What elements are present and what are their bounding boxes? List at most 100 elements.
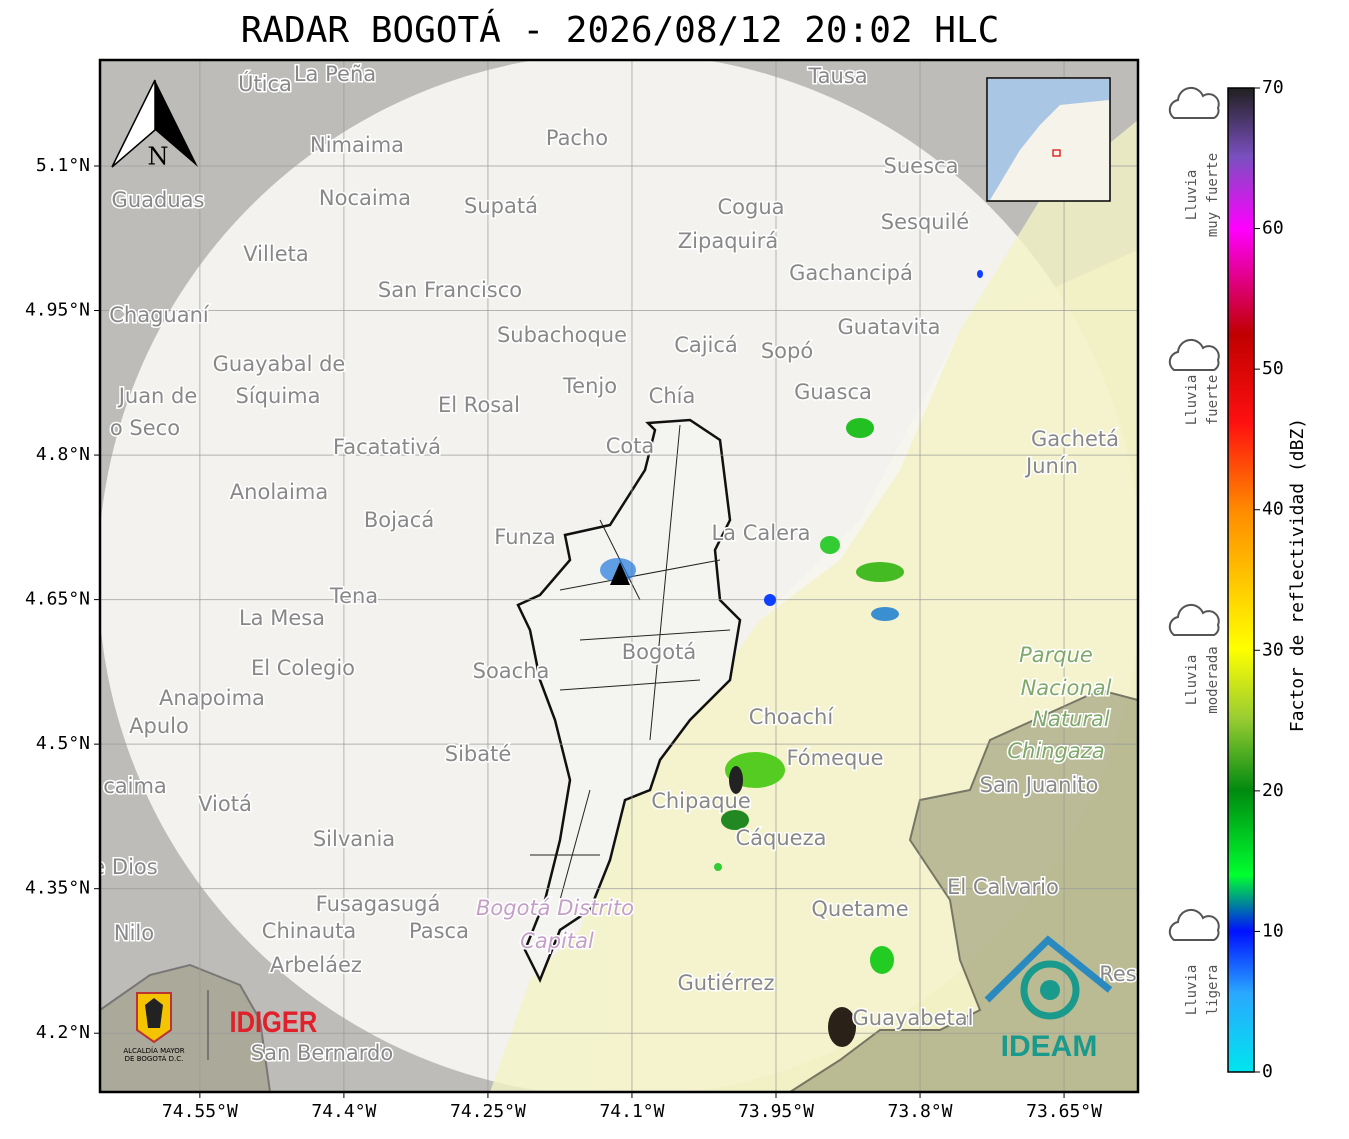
place-label: Sesquilé bbox=[881, 210, 969, 234]
inset-map bbox=[986, 77, 1111, 202]
place-label: o Seco bbox=[110, 416, 180, 440]
place-label: Bojacá bbox=[364, 508, 434, 532]
place-label: Quetame bbox=[811, 897, 908, 921]
radar-site bbox=[610, 562, 630, 585]
place-label: Pacho bbox=[546, 126, 608, 150]
place-label: Tenjo bbox=[562, 374, 617, 398]
place-label: Gachancipá bbox=[789, 261, 913, 285]
colorbar-tick-label: 40 bbox=[1262, 499, 1284, 520]
place-label: Gachetá bbox=[1031, 427, 1119, 451]
place-label: El Colegio bbox=[251, 656, 355, 680]
x-tick-label: 73.95°W bbox=[738, 1101, 814, 1122]
place-label: Silvania bbox=[313, 827, 395, 851]
axis-ticks: 74.55°W 74.4°W 74.25°W 74.1°W 73.95°W 73.8°W 7… bbox=[25, 155, 1102, 1122]
place-label: Guatavita bbox=[838, 315, 941, 339]
place-label: Soacha bbox=[473, 659, 550, 683]
colorbar-tick-label: 30 bbox=[1262, 639, 1284, 660]
place-label: Tena bbox=[329, 584, 378, 608]
place-label: Nimaima bbox=[310, 133, 404, 157]
place-label: Arbeláez bbox=[270, 953, 362, 977]
north-arrow: N bbox=[111, 79, 198, 171]
place-label: San Juanito bbox=[980, 773, 1099, 797]
alcaldia-text: DE BOGOTÁ D.C. bbox=[125, 1054, 184, 1063]
colorbar-tick-label: 0 bbox=[1262, 1061, 1273, 1082]
x-tick-label: 74.1°W bbox=[599, 1101, 664, 1122]
park-label: Chingaza bbox=[1007, 739, 1104, 763]
cloud-icon bbox=[1168, 908, 1220, 941]
y-tick-label: 4.5°N bbox=[36, 733, 90, 754]
place-label: Guayabal de bbox=[213, 352, 346, 376]
place-label: Bogotá bbox=[622, 640, 697, 664]
rain-level-label: ligera bbox=[1205, 965, 1221, 1016]
place-label: Subachoque bbox=[497, 323, 627, 347]
map-frame bbox=[98, 58, 1140, 1094]
cloud-icon bbox=[1168, 603, 1220, 636]
place-label: Chaguaní bbox=[109, 303, 210, 327]
colorbar-tick-label: 50 bbox=[1262, 358, 1284, 379]
y-tick-label: 4.95°N bbox=[25, 300, 90, 321]
place-label: La Mesa bbox=[239, 606, 325, 630]
place-label: Sibaté bbox=[445, 742, 512, 766]
place-label: Junín bbox=[1024, 454, 1078, 478]
title: RADAR BOGOTÁ - 2026/08/12 20:02 HLC bbox=[241, 9, 1000, 51]
colorbar-ticks: 0 10 20 30 40 50 60 70 bbox=[1254, 77, 1284, 1082]
place-label: Cáqueza bbox=[736, 826, 827, 850]
park-label: Bogotá Distrito bbox=[476, 896, 634, 920]
x-tick-label: 74.25°W bbox=[450, 1101, 526, 1122]
x-tick-label: 74.55°W bbox=[162, 1101, 238, 1122]
rain-level-label: Lluvia bbox=[1184, 170, 1200, 221]
place-label: Anolaima bbox=[230, 480, 328, 504]
x-tick-label: 73.8°W bbox=[888, 1101, 953, 1122]
place-labels: Útica La Peña Tausa Pacho Nimaima Suesca Guadu… bbox=[92, 61, 1138, 1067]
colorbar-tick-label: 60 bbox=[1262, 218, 1284, 239]
x-tick-label: 74.4°W bbox=[311, 1101, 376, 1122]
place-label: e Dios bbox=[92, 855, 157, 879]
place-label: Nilo bbox=[114, 921, 154, 945]
idiger-logo: IDIGER bbox=[230, 1005, 318, 1038]
ideam-text: IDEAM bbox=[1001, 1030, 1098, 1063]
y-tick-label: 4.35°N bbox=[25, 878, 90, 899]
place-label: Fusagasugá bbox=[316, 892, 441, 916]
place-label: Sopó bbox=[761, 339, 813, 363]
colorbar-tick-label: 70 bbox=[1262, 77, 1284, 98]
cloud-icon bbox=[1168, 86, 1220, 119]
place-label: Facatativá bbox=[333, 435, 441, 459]
place-label: Juan de bbox=[117, 384, 198, 408]
rain-level-label: Lluvia bbox=[1184, 655, 1200, 706]
y-tick-label: 4.65°N bbox=[25, 589, 90, 610]
ideam-logo: IDEAM bbox=[984, 935, 1113, 1063]
rain-level-label: Lluvia bbox=[1184, 965, 1200, 1016]
colorbar-tick-label: 10 bbox=[1262, 920, 1284, 941]
place-label: Choachí bbox=[749, 705, 835, 729]
colorbar-tick-label: 20 bbox=[1262, 780, 1284, 801]
place-label: Chinauta bbox=[262, 919, 356, 943]
place-label: Supatá bbox=[464, 194, 538, 218]
rain-level: Lluvia ligera bbox=[1168, 908, 1221, 1016]
place-label: Útica bbox=[238, 71, 292, 96]
rain-level: Lluvia muy fuerte bbox=[1168, 86, 1221, 237]
place-label: Suesca bbox=[884, 154, 959, 178]
place-label: Guayabetal bbox=[853, 1006, 974, 1030]
cloud-icon bbox=[1168, 338, 1220, 371]
place-label: Fómeque bbox=[786, 746, 883, 770]
colorbar-label: Factor de reflectividad (dBZ) bbox=[1287, 418, 1308, 732]
place-label: Funza bbox=[494, 525, 555, 549]
place-label: La Calera bbox=[711, 521, 810, 545]
grid bbox=[100, 60, 1138, 1092]
alcaldia-logo: ALCALDÍA MAYOR DE BOGOTÁ D.C. IDIGER bbox=[123, 990, 317, 1063]
colorbar bbox=[1227, 87, 1255, 1073]
y-tick-label: 4.8°N bbox=[36, 444, 90, 465]
rain-level-label: muy fuerte bbox=[1205, 153, 1221, 237]
rain-level: Lluvia fuerte bbox=[1168, 338, 1221, 426]
place-label: San Bernardo bbox=[251, 1041, 393, 1065]
place-label: El Rosal bbox=[438, 393, 520, 417]
y-tick-label: 5.1°N bbox=[36, 155, 90, 176]
place-label: Cajicá bbox=[674, 333, 738, 357]
place-label: Guasca bbox=[794, 380, 872, 404]
rain-level-label: fuerte bbox=[1205, 375, 1221, 426]
place-label: La Peña bbox=[294, 62, 376, 86]
place-label: Zipaquirá bbox=[678, 229, 778, 253]
park-label: Capital bbox=[520, 929, 594, 953]
place-label: Guaduas bbox=[112, 188, 205, 212]
